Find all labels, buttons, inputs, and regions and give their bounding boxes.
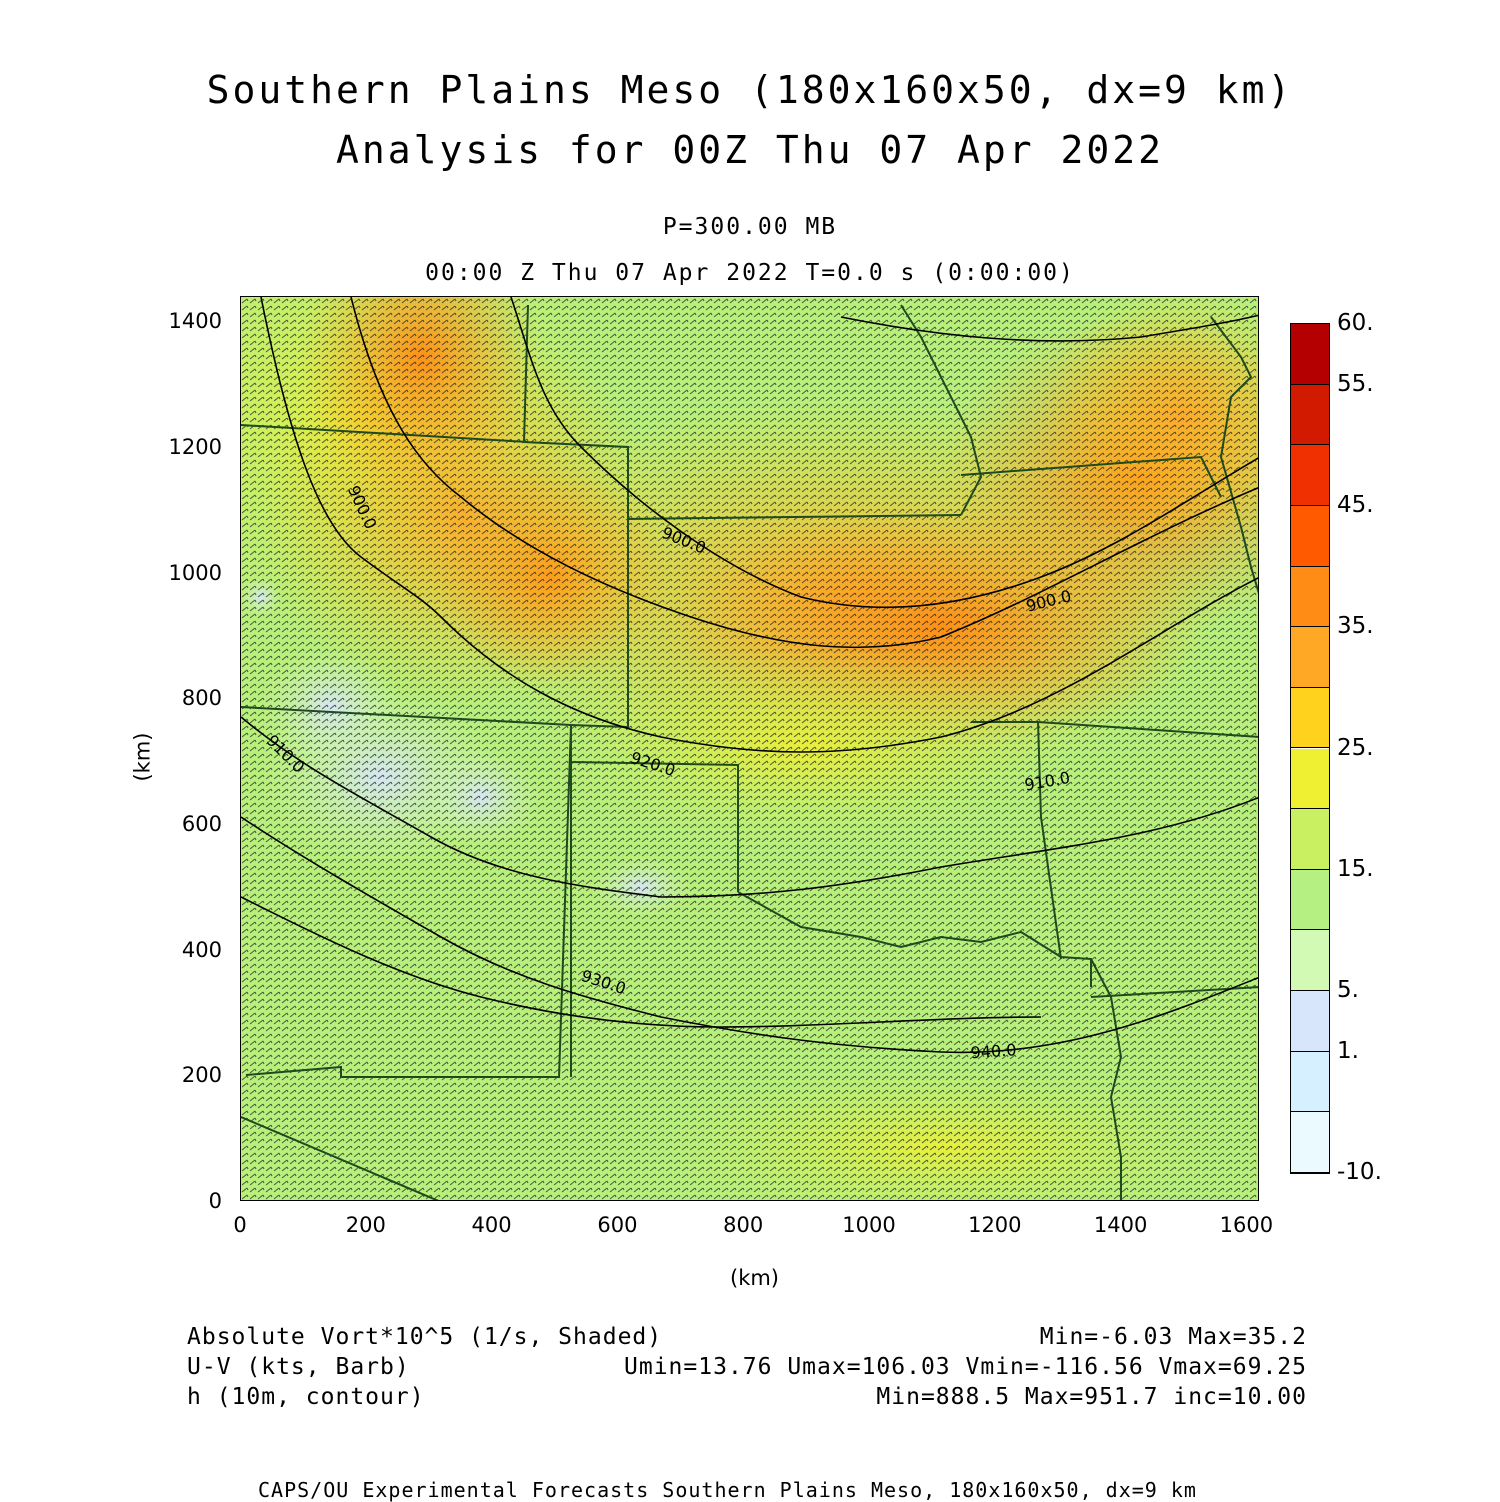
- colorbar-segment: [1291, 1051, 1329, 1113]
- x-tick-label: 200: [345, 1213, 386, 1237]
- x-tick-label: 800: [723, 1213, 764, 1237]
- contour-label: 940.0: [970, 1040, 1017, 1062]
- legend-field3-stats: Min=888.5 Max=951.7 inc=10.00: [876, 1384, 1307, 1410]
- pressure-level-label: P=300.00 MB: [662, 214, 838, 240]
- legend-field2: U-V (kts, Barb): [187, 1354, 410, 1380]
- x-tick-label: 0: [233, 1213, 247, 1237]
- y-tick-label: 400: [181, 937, 222, 962]
- height-contours: [241, 297, 1258, 1054]
- x-tick-label: 1400: [1093, 1213, 1148, 1237]
- colorbar-segment: [1291, 1112, 1329, 1173]
- colorbar-segment: [1291, 627, 1329, 688]
- x-tick-label: 1600: [1219, 1213, 1274, 1237]
- y-tick-label: 200: [181, 1063, 222, 1088]
- colorbar-segment: [1291, 991, 1329, 1052]
- y-tick-label: 0: [208, 1189, 222, 1213]
- x-axis-label: (km): [730, 1266, 780, 1290]
- x-tick-label: 1200: [968, 1213, 1022, 1237]
- colorbar-label: -10.: [1337, 1159, 1382, 1185]
- colorbar-segment: [1291, 384, 1329, 446]
- colorbar-segment: [1291, 324, 1329, 385]
- colorbar-label: 5.: [1337, 977, 1359, 1004]
- colorbar-segment: [1291, 748, 1329, 810]
- colorbar-label: 45.: [1337, 491, 1374, 518]
- vorticity-map: 900.0 900.0 910.0 920.0 930.0 940.0 900.…: [241, 297, 1258, 1200]
- map-plot-area: 900.0 900.0 910.0 920.0 930.0 940.0 900.…: [240, 296, 1259, 1201]
- y-tick-label: 600: [181, 811, 222, 836]
- colorbar-label: 25.: [1337, 734, 1374, 761]
- colorbar-label: 60.: [1337, 310, 1374, 336]
- colorbar-label: 15.: [1337, 855, 1374, 882]
- colorbar-label: 55.: [1337, 370, 1374, 397]
- valid-time-label: 00:00 Z Thu 07 Apr 2022 T=0.0 s (0:00:00…: [425, 260, 1075, 286]
- plot-title-line2: Analysis for 00Z Thu 07 Apr 2022: [335, 128, 1165, 172]
- wind-barbs: [241, 297, 1258, 1200]
- y-tick-label: 1000: [168, 560, 222, 585]
- colorbar-label: 35.: [1337, 613, 1374, 640]
- colorbar-segment: [1291, 566, 1329, 628]
- plot-title-line1: Southern Plains Meso (180x160x50, dx=9 k…: [206, 68, 1294, 112]
- y-tick-label: 800: [181, 686, 222, 711]
- x-tick-label: 1000: [842, 1213, 896, 1237]
- x-tick-label: 400: [471, 1213, 512, 1237]
- footer-credit: CAPS/OU Experimental Forecasts Southern …: [258, 1478, 1197, 1502]
- legend-field1: Absolute Vort*10^5 (1/s, Shaded): [187, 1324, 663, 1350]
- legend-field1-stats: Min=-6.03 Max=35.2: [1039, 1324, 1307, 1350]
- colorbar-segment: [1291, 505, 1329, 567]
- legend-field3: h (10m, contour): [187, 1384, 425, 1410]
- y-axis-label: (km): [130, 732, 155, 782]
- y-tick-label: 1200: [168, 434, 222, 459]
- colorbar-segment: [1291, 687, 1329, 749]
- state-borders: [241, 304, 1258, 1200]
- colorbar-segment: [1291, 809, 1329, 870]
- legend-field2-stats: Umin=13.76 Umax=106.03 Vmin=-116.56 Vmax…: [624, 1354, 1307, 1380]
- colorbar-segment: [1291, 445, 1329, 506]
- colorbar-segment: [1291, 930, 1329, 992]
- colorbar-label: 1.: [1337, 1037, 1359, 1064]
- x-tick-label: 600: [597, 1213, 638, 1237]
- colorbar-segment: [1291, 869, 1329, 931]
- colorbar: [1290, 323, 1330, 1174]
- y-tick-label: 1400: [168, 309, 222, 334]
